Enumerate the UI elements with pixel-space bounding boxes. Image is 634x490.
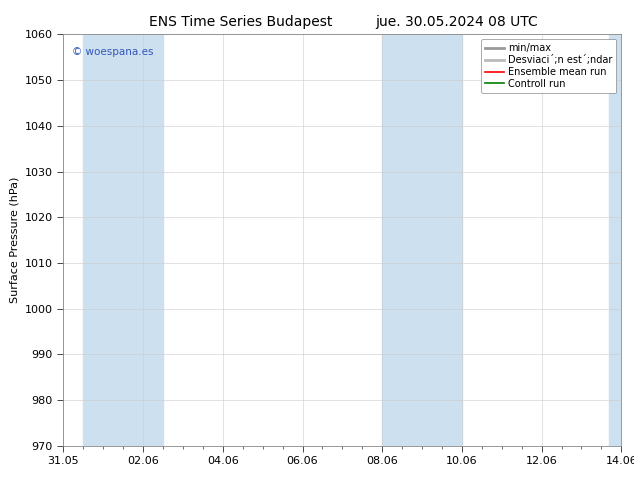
Bar xyxy=(83,34,163,446)
Legend: min/max, Desviaci´;n est´;ndar, Ensemble mean run, Controll run: min/max, Desviaci´;n est´;ndar, Ensemble… xyxy=(481,39,616,93)
Bar xyxy=(382,34,462,446)
Text: jue. 30.05.2024 08 UTC: jue. 30.05.2024 08 UTC xyxy=(375,15,538,29)
Text: ENS Time Series Budapest: ENS Time Series Budapest xyxy=(149,15,333,29)
Y-axis label: Surface Pressure (hPa): Surface Pressure (hPa) xyxy=(10,177,19,303)
Text: © woespana.es: © woespana.es xyxy=(72,47,153,57)
Bar xyxy=(609,34,621,446)
